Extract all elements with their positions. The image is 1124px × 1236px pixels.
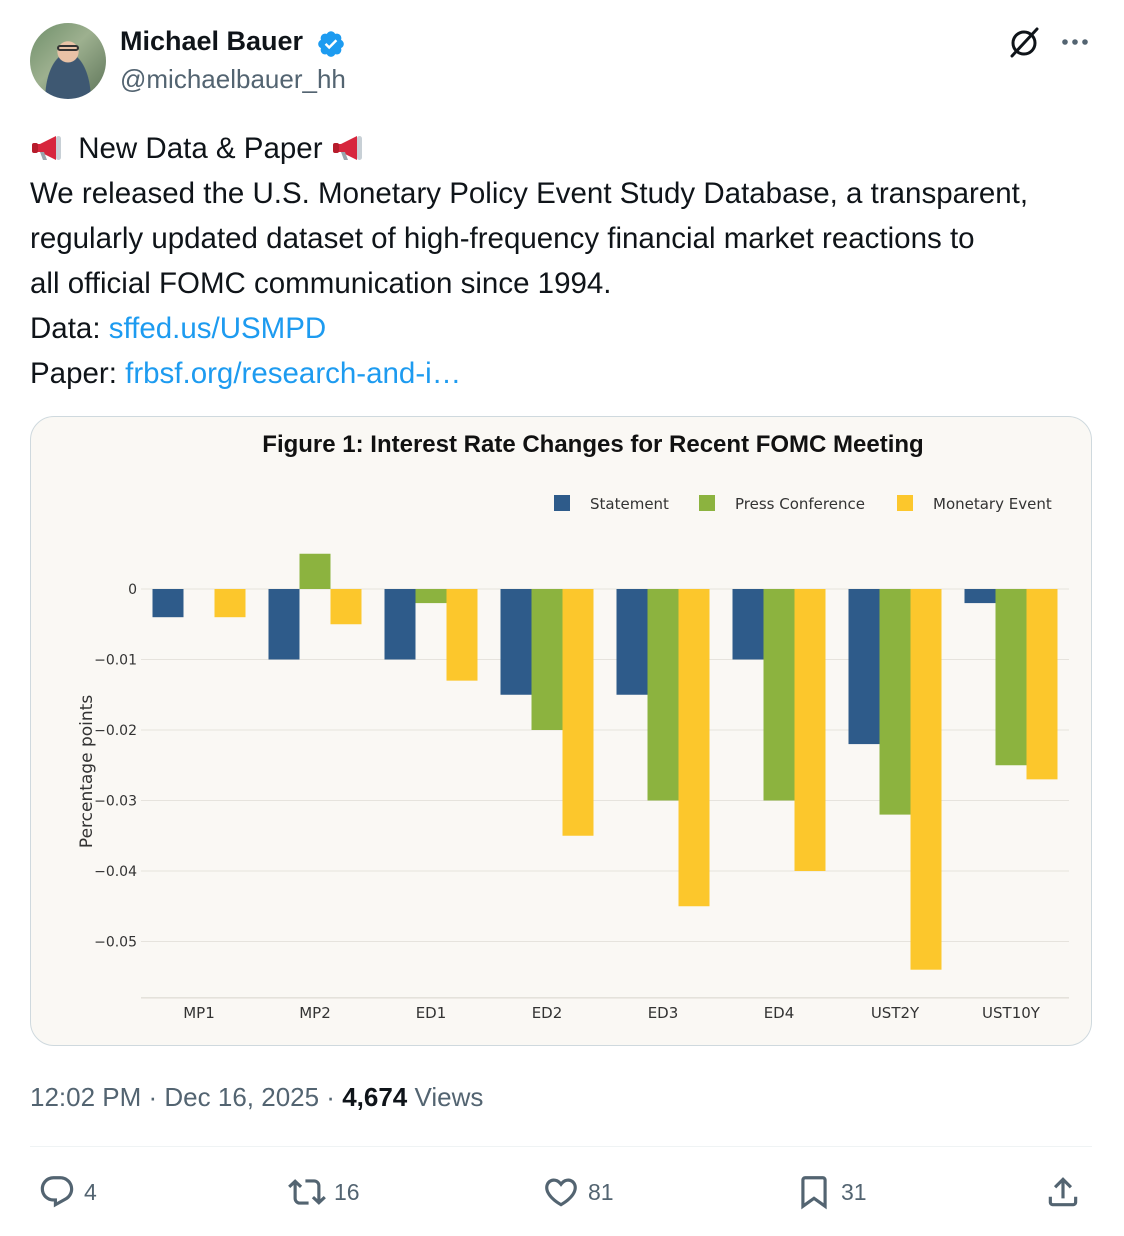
views-label: Views bbox=[414, 1082, 484, 1112]
y-tick-label: −0.03 bbox=[94, 794, 137, 810]
avatar[interactable] bbox=[30, 23, 106, 99]
bar-monetary-event-ed2 bbox=[562, 589, 594, 836]
bar-monetary-event-ed1 bbox=[446, 589, 478, 681]
legend-swatch bbox=[897, 495, 913, 511]
author-handle[interactable]: @michaelbauer_hh bbox=[120, 64, 346, 94]
bar-statement-mp2 bbox=[268, 589, 300, 660]
bar-press-conference-ed2 bbox=[531, 589, 563, 730]
like-icon bbox=[545, 1178, 577, 1207]
data-label: Data: bbox=[30, 312, 109, 345]
verified-badge-icon bbox=[318, 31, 344, 57]
bar-monetary-event-ust2y bbox=[910, 589, 942, 970]
bar-statement-ust2y bbox=[848, 589, 880, 745]
bar-press-conference-ed3 bbox=[647, 589, 679, 801]
paper-label: Paper: bbox=[30, 357, 126, 390]
share-button[interactable] bbox=[1044, 1172, 1082, 1212]
bar-statement-ed2 bbox=[500, 589, 532, 695]
bar-press-conference-ed4 bbox=[763, 589, 795, 801]
y-tick-label: −0.04 bbox=[94, 864, 137, 880]
x-tick-label: UST2Y bbox=[871, 1004, 920, 1022]
bar-press-conference-ed1 bbox=[415, 589, 447, 604]
x-tick-label: UST10Y bbox=[982, 1004, 1041, 1022]
bar-monetary-event-ust10y bbox=[1026, 589, 1058, 780]
tweet-text: New Data & Paper We released the U.S. Mo… bbox=[30, 126, 1100, 396]
x-tick-label: ED2 bbox=[532, 1004, 563, 1022]
data-link[interactable]: sffed.us/USMPD bbox=[108, 312, 327, 345]
y-tick-label: −0.05 bbox=[94, 935, 137, 951]
y-axis-label: Percentage points bbox=[77, 695, 97, 848]
tweet-headline: New Data & Paper bbox=[78, 132, 323, 165]
tweet-time[interactable]: 12:02 PM bbox=[30, 1082, 142, 1112]
megaphone-icon bbox=[332, 136, 362, 160]
bar-monetary-event-ed3 bbox=[678, 589, 710, 907]
author-name[interactable]: Michael Bauer bbox=[120, 26, 304, 56]
x-tick-label: MP1 bbox=[183, 1004, 215, 1022]
more-icon[interactable] bbox=[1058, 28, 1092, 56]
x-tick-label: ED3 bbox=[648, 1004, 679, 1022]
legend-label: Press Conference bbox=[735, 495, 865, 513]
like-count: 81 bbox=[588, 1178, 614, 1205]
bar-statement-ed1 bbox=[384, 589, 416, 660]
tweet-media-card[interactable]: Figure 1: Interest Rate Changes for Rece… bbox=[30, 416, 1092, 1046]
repost-button[interactable]: 16 bbox=[288, 1172, 360, 1212]
y-tick-label: −0.01 bbox=[94, 653, 137, 669]
reply-button[interactable]: 4 bbox=[38, 1172, 97, 1212]
bar-press-conference-ust2y bbox=[879, 589, 911, 815]
tweet-body-line: all official FOMC communication since 19… bbox=[30, 267, 612, 300]
reply-count: 4 bbox=[84, 1178, 97, 1205]
bar-statement-ed4 bbox=[732, 589, 764, 660]
bar-press-conference-mp2 bbox=[299, 553, 331, 589]
x-tick-label: ED4 bbox=[764, 1004, 795, 1022]
tweet-body-line: regularly updated dataset of high-freque… bbox=[30, 222, 975, 255]
avatar-glasses bbox=[57, 45, 79, 51]
y-tick-label: 0 bbox=[128, 582, 137, 598]
tweet-date[interactable]: Dec 16, 2025 bbox=[164, 1082, 320, 1112]
tweet-meta: 12:02 PM · Dec 16, 2025 · 4,674 Views bbox=[30, 1082, 484, 1112]
bar-statement-mp1 bbox=[152, 589, 184, 618]
paper-link[interactable]: frbsf.org/research-and-i… bbox=[125, 357, 462, 390]
legend-label: Monetary Event bbox=[933, 495, 1052, 513]
bar-monetary-event-mp1 bbox=[214, 589, 246, 618]
divider bbox=[30, 1146, 1092, 1147]
bar-monetary-event-ed4 bbox=[794, 589, 826, 871]
bar-statement-ust10y bbox=[964, 589, 996, 604]
like-button[interactable]: 81 bbox=[542, 1172, 614, 1212]
megaphone-icon bbox=[32, 136, 61, 160]
reply-icon bbox=[40, 1176, 74, 1208]
repost-icon bbox=[288, 1179, 326, 1205]
share-icon bbox=[1048, 1177, 1078, 1207]
bar-monetary-event-mp2 bbox=[330, 589, 362, 625]
bookmark-button[interactable]: 31 bbox=[795, 1172, 867, 1212]
x-tick-label: ED1 bbox=[416, 1004, 447, 1022]
repost-count: 16 bbox=[334, 1178, 360, 1205]
data-link-line: Data: sffed.us/USMPD bbox=[30, 306, 1100, 351]
legend-label: Statement bbox=[590, 495, 669, 513]
bar-statement-ed3 bbox=[616, 589, 648, 695]
tweet-body-line: We released the U.S. Monetary Policy Eve… bbox=[30, 177, 1029, 210]
legend-swatch bbox=[699, 495, 715, 511]
tweet-headline-line: New Data & Paper bbox=[30, 126, 1100, 171]
grok-icon[interactable] bbox=[1006, 25, 1042, 61]
paper-link-line: Paper: frbsf.org/research-and-i… bbox=[30, 351, 1100, 396]
legend-swatch bbox=[554, 495, 570, 511]
bar-press-conference-ust10y bbox=[995, 589, 1027, 766]
bookmark-count: 31 bbox=[841, 1178, 867, 1205]
bookmark-icon bbox=[801, 1176, 827, 1210]
views-count: 4,674 bbox=[342, 1082, 408, 1112]
chart-title: Figure 1: Interest Rate Changes for Rece… bbox=[262, 431, 923, 458]
x-tick-label: MP2 bbox=[299, 1004, 331, 1022]
bar-chart: Figure 1: Interest Rate Changes for Rece… bbox=[77, 431, 1069, 1022]
y-tick-label: −0.02 bbox=[94, 723, 137, 739]
